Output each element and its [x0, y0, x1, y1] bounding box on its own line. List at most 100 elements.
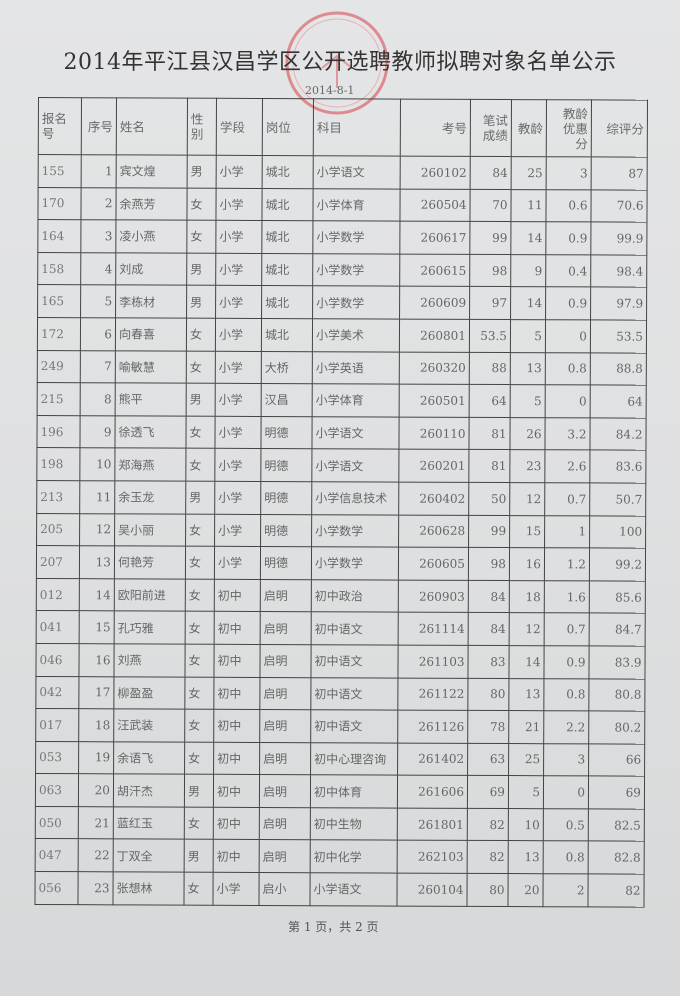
cell-teaching-years: 5: [510, 384, 546, 418]
cell-teaching-years: 14: [508, 645, 545, 679]
cell-seniority-bonus: 0.7: [544, 482, 590, 516]
cell-teaching-years: 10: [508, 808, 544, 842]
cell-exam-no: 260201: [398, 449, 469, 483]
cell-teaching-years: 16: [509, 547, 545, 581]
cell-school-level: 小学: [214, 448, 261, 482]
cell-school-level: 小学: [215, 187, 263, 221]
cell-school-level: 初中: [213, 709, 260, 743]
cell-post: 启明: [259, 807, 311, 841]
cell-post: 启明: [259, 774, 311, 808]
cell-post: 大桥: [261, 351, 313, 384]
cell-seniority-bonus: 0: [545, 319, 591, 353]
cell-seq-no: 10: [79, 448, 115, 481]
column-header-label: 姓名: [119, 119, 145, 135]
cell-registration-no: 063: [35, 773, 79, 807]
cell-registration-no: 042: [35, 675, 79, 709]
cell-name: 吴小丽: [114, 513, 186, 547]
cell-subject: 初中语文: [310, 709, 398, 743]
cell-teaching-years: 15: [509, 515, 545, 548]
cell-post: 启明: [260, 611, 312, 645]
cell-overall-score: 50.7: [589, 482, 646, 516]
cell-registration-no: 041: [36, 610, 80, 644]
candidate-table: 报名号 序号 姓名 性别 学段 岗位 科目 考号 笔试成绩 教龄 教龄优惠分 综评分 155 1 宾文煌男…: [34, 97, 648, 907]
cell-subject: 初中语文: [311, 612, 399, 645]
cell-seniority-bonus: 3.2: [544, 417, 591, 451]
cell-school-level: 小学: [214, 416, 262, 449]
cell-written-score: 99: [469, 221, 511, 255]
cell-seq-no: 22: [78, 839, 114, 872]
cell-gender: 男: [187, 155, 217, 188]
cell-gender: 男: [186, 285, 216, 319]
cell-overall-score: 82: [587, 873, 645, 907]
cell-teaching-years: 20: [507, 873, 544, 907]
cell-seq-no: 3: [80, 219, 116, 253]
cell-name: 张想林: [112, 871, 185, 905]
column-header-teaching-years: 教龄: [511, 99, 547, 157]
cell-gender: 女: [185, 513, 215, 547]
cell-school-level: 小学: [214, 481, 261, 515]
column-header-label: 教龄优惠分: [562, 105, 588, 151]
cell-exam-no: 260615: [399, 253, 470, 287]
cell-subject: 小学体育: [312, 188, 401, 222]
cell-name: 丁双全: [113, 839, 185, 873]
cell-gender: 男: [186, 383, 216, 417]
cell-name: 刘成: [115, 252, 187, 286]
cell-registration-no: 207: [36, 545, 80, 579]
cell-exam-no: 261103: [397, 644, 469, 678]
table-row: 198 10 郑海燕女小学 明德 小学语文 260201 81 23 2.6 83.6: [36, 447, 646, 484]
cell-gender: 女: [185, 448, 215, 482]
cell-post: 启明: [259, 644, 312, 678]
cell-written-score: 98: [469, 254, 511, 287]
cell-exam-no: 260402: [398, 482, 469, 515]
cell-post: 城北: [261, 285, 313, 319]
cell-exam-no: 260801: [399, 319, 470, 352]
cell-written-score: 78: [467, 710, 509, 744]
column-header-label: 教龄: [517, 121, 543, 137]
column-header-gender: 性别: [187, 98, 217, 156]
cell-seq-no: 1: [81, 154, 117, 188]
cell-post: 启明: [260, 579, 312, 613]
cell-gender: 女: [186, 350, 216, 384]
column-header-seniority-bonus: 教龄优惠分: [546, 99, 592, 157]
cell-teaching-years: 12: [509, 482, 545, 516]
cell-name: 余语飞: [113, 741, 185, 775]
table-row: 196 9 徐透飞女小学 明德 小学语文 260110 81 26 3.2 84.2: [36, 415, 647, 451]
cell-written-score: 98: [468, 547, 510, 581]
table-row: 205 12 吴小丽女小学 明德 小学数学 260628 99 15 1 100: [36, 513, 646, 549]
cell-gender: 女: [183, 872, 214, 905]
cell-exam-no: 260320: [399, 351, 470, 385]
cell-name: 刘燕: [113, 643, 186, 677]
cell-exam-no: 260501: [399, 384, 470, 418]
column-header-label: 科目: [316, 120, 342, 136]
cell-seq-no: 5: [80, 285, 116, 318]
cell-gender: 女: [185, 415, 216, 449]
cell-overall-score: 98.4: [590, 254, 647, 288]
cell-post: 城北: [261, 253, 313, 287]
cell-overall-score: 83.9: [588, 645, 646, 679]
cell-school-level: 小学: [215, 253, 262, 286]
cell-seq-no: 4: [80, 252, 116, 286]
cell-name: 蓝红玉: [113, 806, 185, 840]
cell-registration-no: 215: [37, 382, 81, 416]
table-row: 170 2 余燕芳女小学 城北 小学体育 260504 70 11 0.6 70.6: [37, 187, 648, 223]
cell-school-level: 小学: [215, 318, 262, 352]
column-header-label: 性别: [190, 111, 204, 142]
cell-registration-no: 205: [36, 513, 80, 546]
cell-teaching-years: 23: [509, 449, 545, 483]
cell-seniority-bonus: 0.8: [545, 352, 591, 386]
cell-gender: 男: [185, 481, 215, 514]
table-row: 042 17 柳盈盈女初中 启明 初中语文 261122 80 13 0.8 80.8: [35, 675, 645, 712]
cell-overall-score: 53.5: [590, 319, 647, 353]
cell-seq-no: 6: [80, 317, 116, 351]
cell-exam-no: 260102: [400, 156, 471, 189]
cell-subject: 初中化学: [310, 840, 398, 874]
cell-exam-no: 260104: [396, 873, 468, 907]
cell-registration-no: 056: [34, 871, 79, 905]
table-row: 012 14 欧阳前进女初中 启明 初中政治 260903 84 18 1.6 85.6: [36, 578, 646, 614]
cell-teaching-years: 13: [510, 352, 546, 385]
table-header-row: 报名号 序号 姓名 性别 学段 岗位 科目 考号 笔试成绩 教龄 教龄优惠分 综评分: [38, 97, 648, 158]
cell-subject: 小学数学: [312, 286, 400, 320]
cell-seq-no: 23: [77, 871, 114, 905]
cell-school-level: 小学: [214, 546, 261, 580]
cell-post: 明德: [260, 448, 312, 482]
